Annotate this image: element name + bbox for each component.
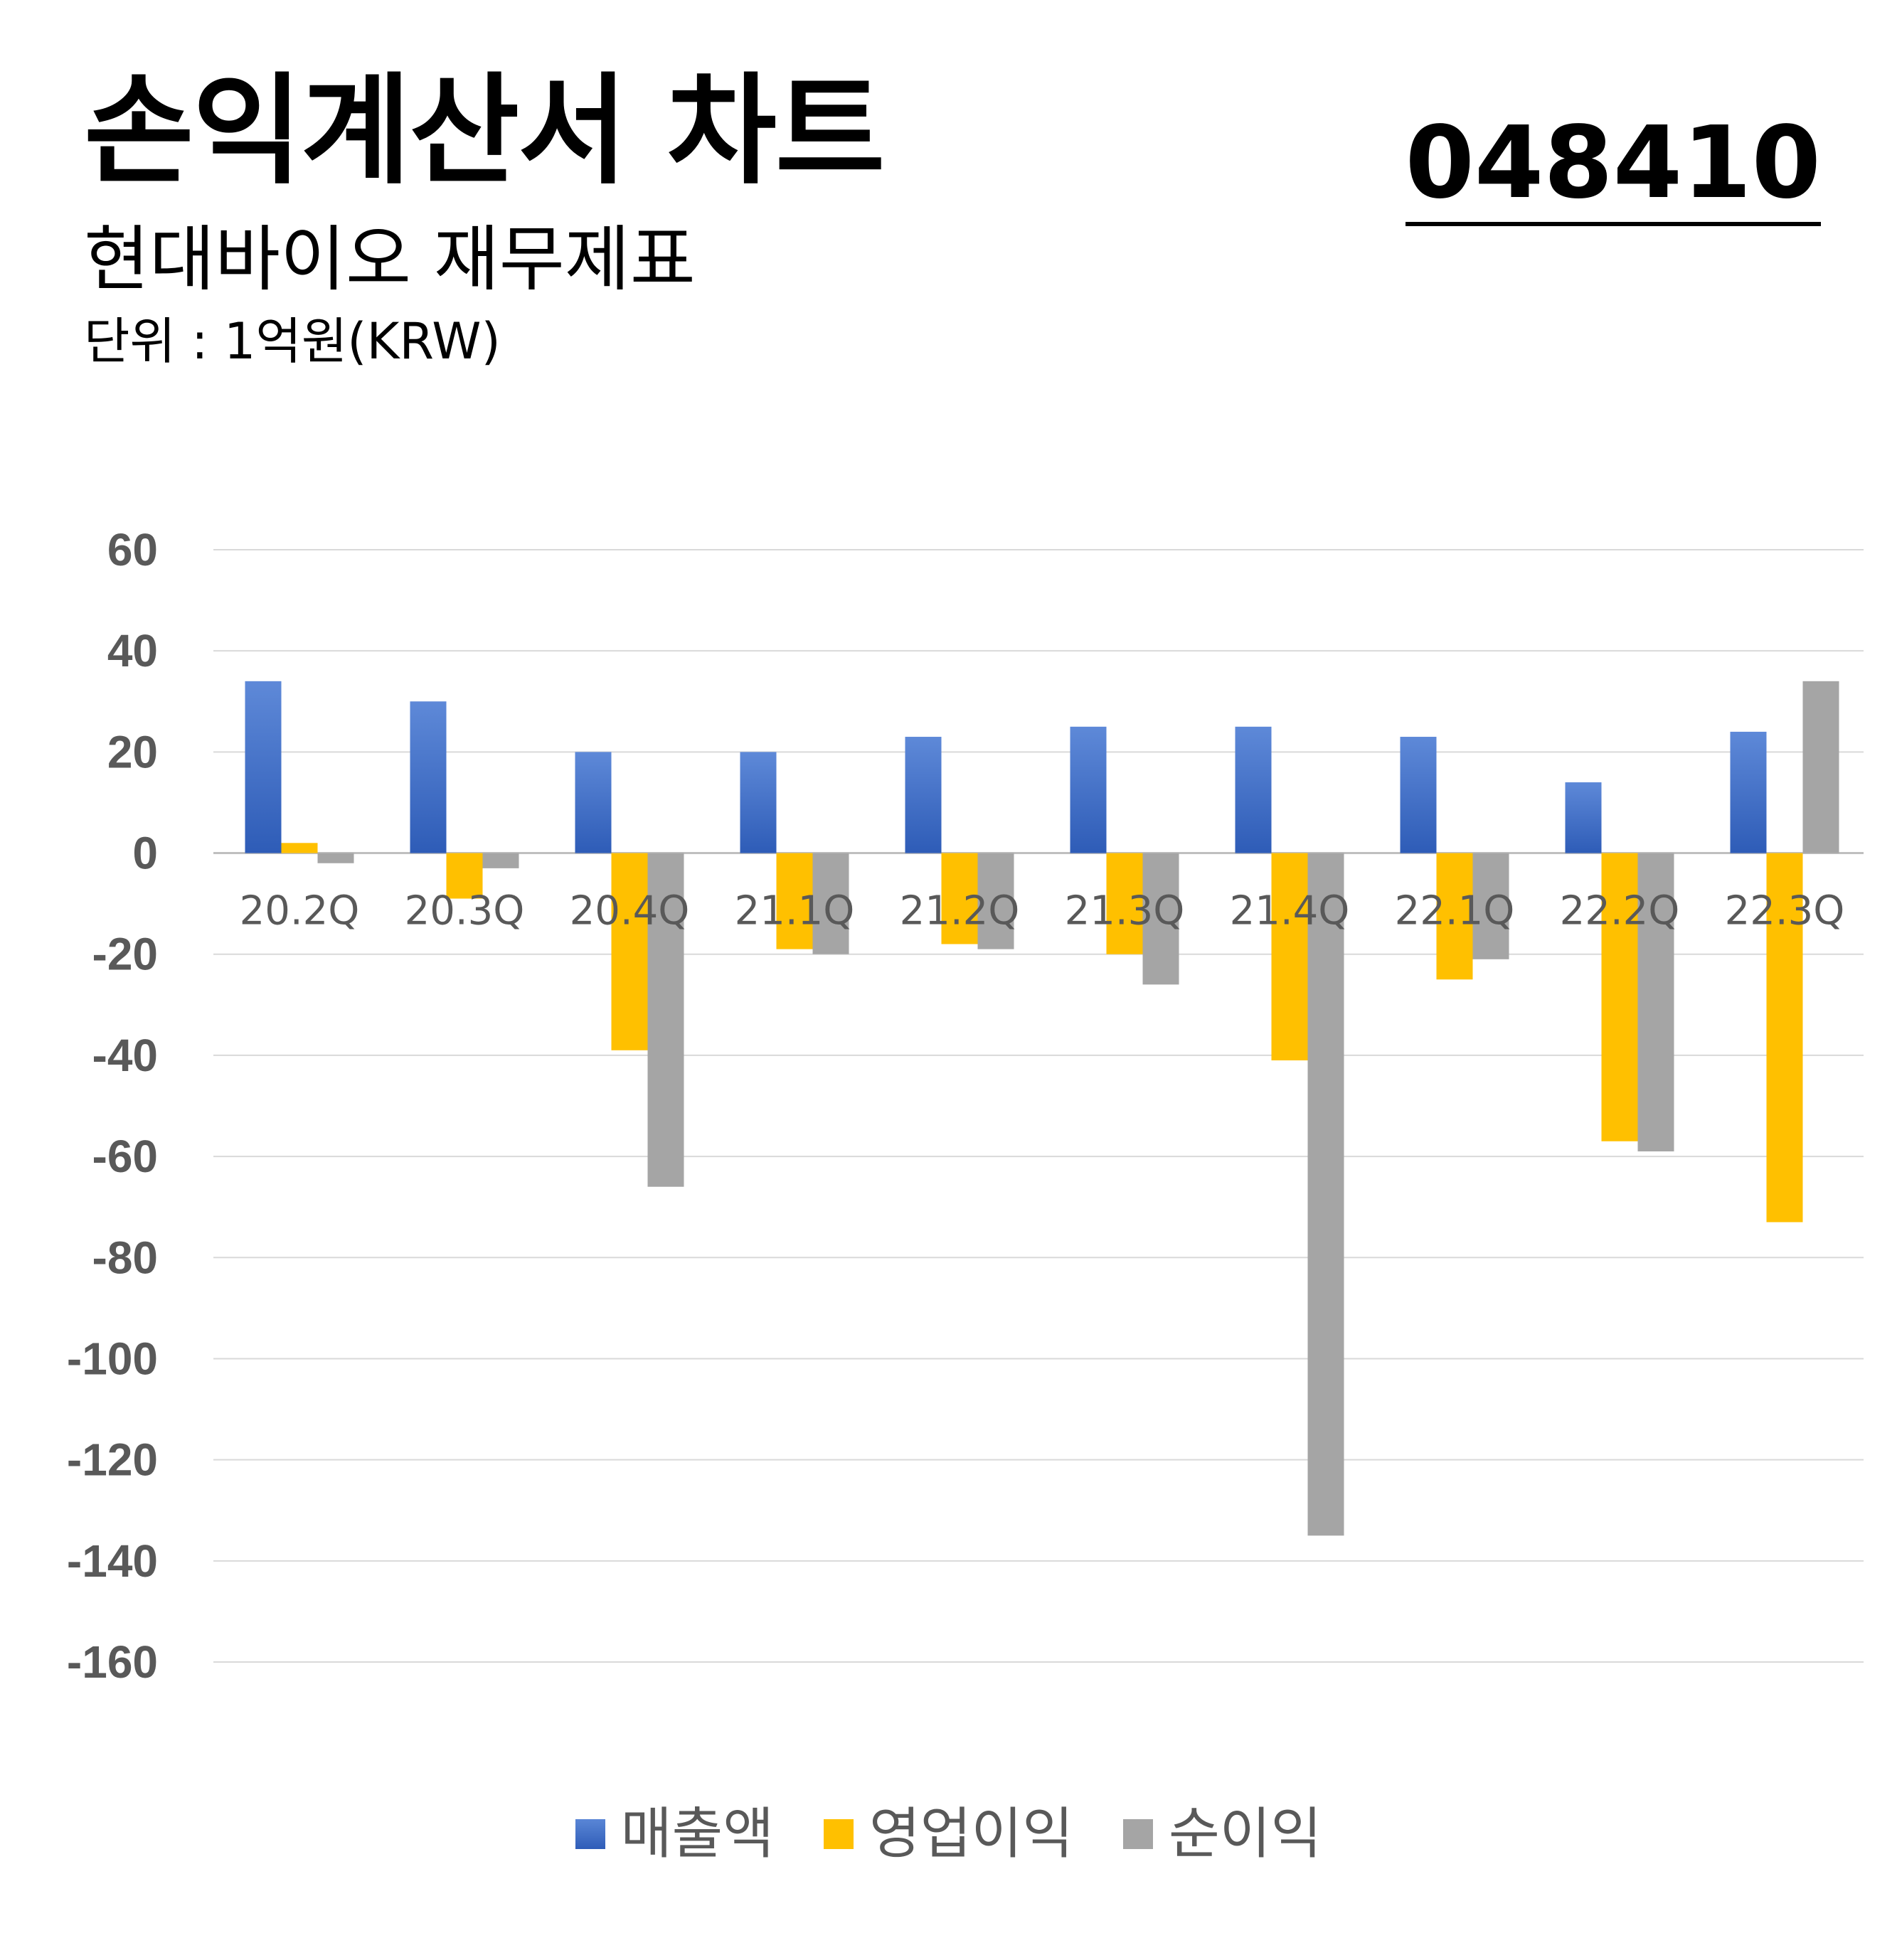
- y-tick-label: -100: [67, 1333, 158, 1384]
- bar-operating-profit: [281, 843, 318, 853]
- bar-revenue: [905, 737, 942, 853]
- legend-label-revenue: 매출액: [620, 1802, 774, 1866]
- legend-swatch-operating: [823, 1819, 854, 1849]
- x-axis-ticks: 20.2Q 20.3Q 20.4Q 21.1Q 21.2Q 21.3Q 21.4Q 22.1Q…: [240, 888, 1845, 934]
- bar-revenue: [245, 681, 282, 853]
- bar-net-profit: [977, 853, 1014, 949]
- bar-operating-profit: [941, 853, 978, 944]
- bar-operating-profit: [1601, 853, 1638, 1141]
- x-tick-label: 21.1Q: [735, 888, 855, 934]
- legend-label-operating: 영업이익: [868, 1802, 1074, 1866]
- bar-net-profit: [1802, 681, 1839, 853]
- x-tick-label: 20.2Q: [240, 888, 360, 934]
- x-tick-label: 22.3Q: [1725, 888, 1845, 934]
- bars: [245, 681, 1839, 1536]
- chart-title: 손익계산서 차트: [84, 61, 885, 201]
- legend-item-operating: 영업이익: [823, 1802, 1074, 1866]
- bar-net-profit: [482, 853, 519, 868]
- y-tick-label: 40: [107, 625, 158, 676]
- x-tick-label: 20.3Q: [405, 888, 525, 934]
- x-tick-label: 21.2Q: [900, 888, 1020, 934]
- y-tick-label: -80: [92, 1232, 159, 1283]
- legend-item-revenue: 매출액: [575, 1806, 774, 1862]
- y-tick-label: -120: [67, 1434, 158, 1486]
- gridlines: [213, 549, 1864, 1663]
- bar-revenue: [740, 752, 777, 853]
- bar-operating-profit: [1766, 853, 1803, 1223]
- legend-swatch-revenue: [575, 1819, 605, 1849]
- y-tick-label: -160: [67, 1636, 158, 1688]
- bar-operating-profit: [1106, 853, 1143, 954]
- x-tick-label: 20.4Q: [570, 888, 690, 934]
- bar-net-profit: [812, 853, 849, 954]
- bar-revenue: [410, 701, 447, 853]
- chart-subtitle: 현대바이오 재무제표: [84, 218, 696, 301]
- y-tick-label: -20: [92, 929, 159, 980]
- bar-revenue: [1730, 731, 1767, 853]
- bar-operating-profit: [1271, 853, 1308, 1061]
- x-tick-label: 21.3Q: [1065, 888, 1185, 934]
- legend-label-net: 순이익: [1169, 1802, 1322, 1866]
- bar-net-profit: [1637, 853, 1674, 1151]
- bar-net-profit: [1472, 853, 1509, 959]
- y-tick-label: -40: [92, 1030, 159, 1081]
- y-tick-label: -140: [67, 1535, 158, 1587]
- y-axis-ticks: 60 40 20 0 -20 -40 -60 -80 -100 -120 -140 -160: [67, 524, 158, 1688]
- bar-revenue: [1400, 737, 1437, 853]
- legend-swatch-net: [1123, 1819, 1154, 1849]
- bar-revenue: [1565, 782, 1602, 853]
- bar-net-profit: [1142, 853, 1179, 985]
- y-tick-label: 0: [132, 828, 158, 879]
- bar-operating-profit: [776, 853, 813, 949]
- x-tick-label: 22.2Q: [1560, 888, 1680, 934]
- bar-revenue: [1235, 726, 1272, 853]
- bar-operating-profit: [611, 853, 648, 1050]
- bar-operating-profit: [1436, 853, 1473, 980]
- unit-label: 단위 : 1억원(KRW): [84, 312, 501, 371]
- bar-revenue: [1070, 726, 1107, 853]
- y-tick-label: 20: [107, 726, 158, 777]
- stock-code: 048410: [1405, 114, 1821, 226]
- x-tick-label: 22.1Q: [1395, 888, 1515, 934]
- legend-item-net: 순이익: [1123, 1806, 1322, 1862]
- bar-net-profit: [1307, 853, 1344, 1536]
- bar-revenue: [575, 752, 612, 853]
- y-tick-label: 60: [107, 524, 158, 575]
- bar-operating-profit: [446, 853, 483, 899]
- x-tick-label: 21.4Q: [1230, 888, 1350, 934]
- legend: 매출액 영업이익 순이익: [0, 1806, 1897, 1862]
- bar-net-profit: [647, 853, 684, 1187]
- bar-net-profit: [317, 853, 354, 863]
- y-tick-label: -60: [92, 1131, 159, 1182]
